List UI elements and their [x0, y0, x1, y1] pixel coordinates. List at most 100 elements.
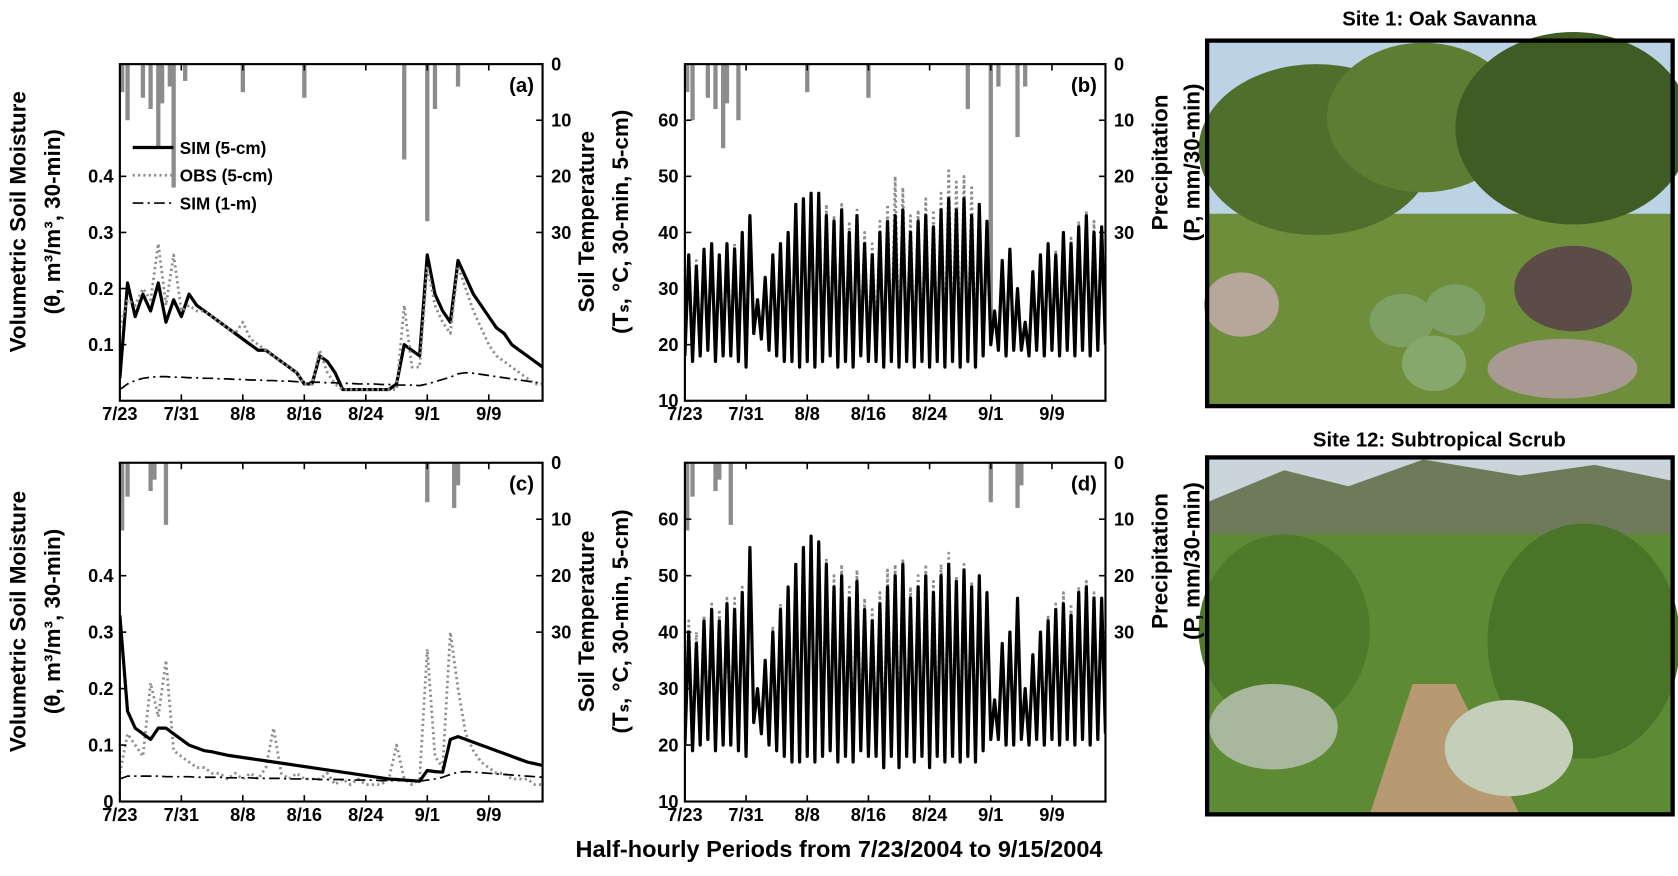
series-line	[119, 630, 543, 786]
series-line	[684, 534, 1106, 770]
y-axis-label: Volumetric Soil Moisture	[6, 491, 31, 752]
y2-axis-label: Precipitation	[1148, 493, 1173, 629]
x-tick-label: 8/8	[230, 805, 255, 825]
y-tick-label: 40	[658, 623, 678, 643]
legend-label: SIM (1-m)	[180, 194, 257, 213]
y-tick-label: 60	[658, 510, 678, 530]
precip-bar	[705, 64, 710, 98]
x-tick-label: 7/31	[728, 805, 763, 825]
y2-axis-label: (P, mm/30-min)	[1180, 482, 1205, 640]
y2-tick-label: 30	[551, 223, 571, 243]
photo-title: Site 12: Subtropical Scrub	[1313, 430, 1566, 452]
x-tick-label: 8/16	[851, 805, 886, 825]
precip-bar	[455, 64, 461, 87]
y-tick-label: 0.3	[88, 223, 113, 243]
y-tick-label: 0.2	[88, 279, 113, 299]
x-tick-label: 8/16	[287, 404, 322, 424]
y-tick-label: 0	[103, 792, 113, 812]
series-line	[119, 770, 543, 783]
plot-area	[684, 462, 1106, 770]
y2-axis-label: Precipitation	[1148, 95, 1173, 231]
x-tick-label: 7/31	[164, 805, 199, 825]
precip-bar	[148, 462, 153, 491]
y2-tick-label: 10	[551, 510, 571, 530]
precip-bar	[988, 462, 993, 503]
x-tick-label: 9/9	[1039, 404, 1064, 424]
precip-bar	[988, 64, 993, 323]
legend-label: OBS (5-cm)	[180, 167, 273, 186]
precip-bar	[120, 462, 125, 531]
precip-bar	[728, 462, 733, 525]
precip-bar	[302, 64, 307, 98]
precip-bar	[866, 64, 871, 98]
x-tick-label: 8/24	[912, 805, 948, 825]
y2-tick-label: 10	[1114, 111, 1134, 131]
y-tick-label: 50	[658, 167, 678, 187]
precip-bar	[171, 64, 176, 188]
x-tick-label: 9/9	[1039, 805, 1064, 825]
y-tick-label: 20	[658, 335, 678, 355]
x-tick-label: 8/24	[348, 404, 384, 424]
plot-frame	[118, 63, 544, 402]
precip-bar	[736, 64, 741, 121]
x-tick-label: 8/8	[230, 404, 255, 424]
x-tick-label: 9/1	[415, 404, 440, 424]
precip-bar	[452, 462, 457, 508]
y-axis-label: Soil Temperature	[574, 131, 599, 313]
precip-bar	[720, 64, 726, 149]
panel-label: (c)	[509, 474, 534, 496]
y-tick-label: 30	[658, 279, 678, 299]
x-tick-label: 8/16	[851, 404, 886, 424]
y-tick-label: 0.1	[88, 335, 113, 355]
y2-axis-label: (P, mm/30-min)	[1180, 84, 1205, 242]
precip-bar	[120, 64, 125, 93]
y-tick-label: 0.2	[88, 679, 113, 699]
y2-tick-label: 20	[551, 566, 571, 586]
y-tick-label: 40	[658, 223, 678, 243]
panel-label: (a)	[509, 75, 534, 97]
precip-bar	[402, 64, 407, 160]
y-tick-label: 60	[658, 111, 678, 131]
precip-bar	[805, 64, 810, 93]
x-tick-label: 9/1	[978, 805, 1003, 825]
precip-bar	[425, 462, 430, 503]
precip-bar	[163, 462, 169, 525]
x-tick-label: 8/24	[348, 805, 384, 825]
y2-tick-label: 20	[1114, 566, 1134, 586]
precip-bar	[159, 64, 165, 104]
precip-bar	[432, 64, 438, 110]
precip-bar	[148, 64, 153, 110]
y-tick-label: 20	[658, 735, 678, 755]
y-tick-label: 10	[658, 391, 678, 411]
precip-bar	[965, 64, 970, 110]
x-tick-label: 7/23	[667, 805, 702, 825]
y2-tick-label: 30	[1114, 223, 1134, 243]
precip-bar	[183, 64, 188, 81]
photo-title: Site 1: Oak Savanna	[1342, 9, 1537, 31]
x-tick-label: 7/31	[728, 404, 763, 424]
x-tick-label: 7/23	[102, 404, 137, 424]
y2-tick-label: 10	[1114, 510, 1134, 530]
y2-tick-label: 20	[551, 167, 571, 187]
precip-bar	[1019, 462, 1024, 486]
precip-bar	[1023, 64, 1028, 87]
series-line	[119, 253, 543, 392]
y-axis-label: (θ, m³/m³, 30-min)	[40, 129, 65, 314]
y-tick-label: 50	[658, 566, 678, 586]
plot-area	[684, 64, 1106, 369]
precip-bar	[152, 462, 157, 480]
precip-bar	[1015, 462, 1020, 508]
x-tick-label: 7/23	[102, 805, 137, 825]
y-tick-label: 30	[658, 679, 678, 699]
precip-bar	[140, 64, 146, 98]
x-tick-label: 8/16	[287, 805, 322, 825]
x-tick-label: 7/31	[164, 404, 199, 424]
panel-label: (d)	[1071, 474, 1097, 496]
x-tick-label: 8/8	[795, 404, 820, 424]
y-axis-label: Soil Temperature	[574, 531, 599, 713]
series-line	[119, 615, 543, 783]
plot-frame	[118, 461, 544, 803]
precip-bar	[996, 64, 1001, 87]
x-tick-label: 9/9	[476, 404, 501, 424]
